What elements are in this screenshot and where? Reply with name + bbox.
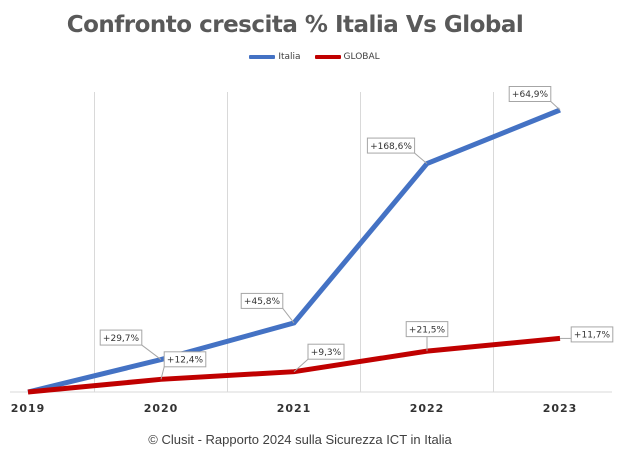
legend-item-global: GLOBAL	[314, 52, 380, 62]
data-label-leader	[160, 366, 165, 380]
data-label-leader	[550, 101, 561, 111]
chart-legend: Italia GLOBAL	[0, 52, 629, 62]
data-label-box	[405, 321, 449, 338]
legend-swatch-italia	[249, 55, 276, 59]
legend-item-italia: Italia	[249, 52, 301, 62]
data-label-leader	[282, 308, 295, 324]
data-label-box	[240, 292, 284, 309]
x-tick-label: 2022	[410, 402, 445, 415]
series-line-italia	[27, 107, 561, 395]
data-label: +64,9%	[512, 90, 549, 100]
data-label: +45,8%	[244, 297, 281, 307]
x-tick-label: 2020	[144, 402, 179, 415]
data-label-box	[570, 326, 614, 343]
data-label-box	[307, 343, 345, 360]
data-label: +29,7%	[103, 334, 140, 344]
data-label-box	[99, 329, 143, 346]
x-tick-label: 2021	[277, 402, 312, 415]
data-label-box	[163, 351, 207, 368]
chart-title: Confronto crescita % Italia Vs Global	[66, 12, 524, 38]
x-tick-label: 2019	[11, 402, 46, 415]
data-label-box	[366, 137, 416, 154]
data-label: +21,5%	[409, 325, 446, 335]
legend-label-italia: Italia	[278, 52, 301, 62]
data-label-leader	[141, 344, 162, 360]
data-label-leader	[414, 152, 428, 164]
data-label: +9,3%	[311, 348, 342, 358]
footer-caption: © Clusit - Rapporto 2024 sulla Sicurezza…	[148, 432, 452, 447]
legend-swatch-global	[314, 55, 341, 59]
series-line-global	[27, 335, 561, 395]
data-label: +12,4%	[167, 356, 204, 366]
data-label-leader	[293, 358, 309, 373]
data-label: +11,7%	[574, 331, 611, 341]
data-label-box	[508, 86, 552, 102]
data-label: +168,6%	[370, 142, 412, 152]
legend-label-global: GLOBAL	[343, 52, 380, 62]
x-tick-label: 2023	[543, 402, 578, 415]
